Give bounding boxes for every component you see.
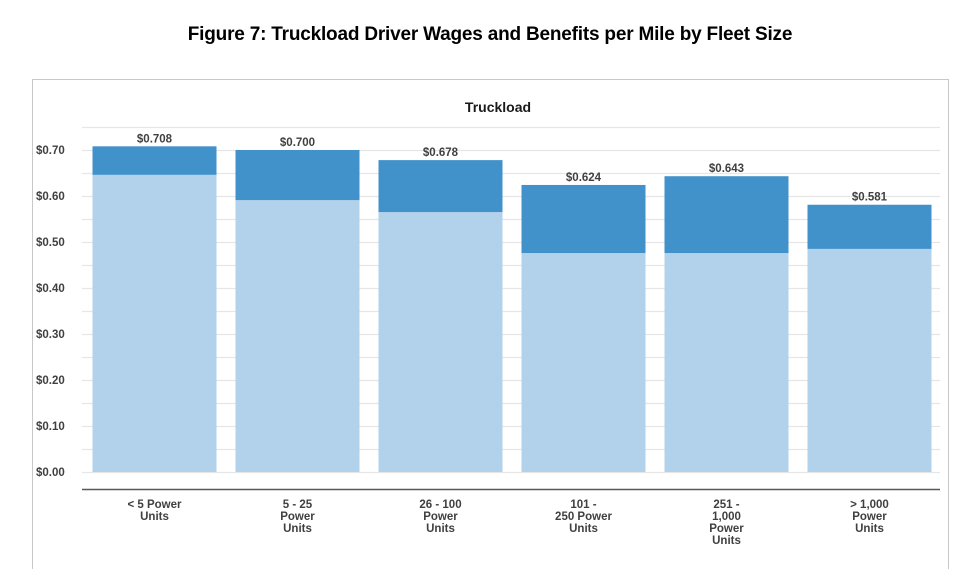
- y-tick-label: $0.60: [36, 191, 65, 203]
- bar-segment-wages: [235, 200, 360, 472]
- y-tick-label: $0.30: [36, 329, 65, 341]
- y-tick-label: $0.40: [36, 283, 65, 295]
- bar-chart: Truckload $0.00 $0.10 $0.20 $0.30 $0.40 $0.50…: [36, 99, 940, 547]
- x-tick-label: Power: [709, 523, 744, 535]
- x-tick-label: 1,000: [712, 511, 741, 523]
- data-label: $0.708: [137, 133, 173, 145]
- bar-segment-wages: [664, 253, 789, 472]
- bar-segment-wages: [378, 212, 503, 472]
- x-tick-label: 250 Power: [555, 511, 612, 523]
- x-tick-label: Power: [852, 511, 887, 523]
- x-tick-label: Units: [712, 535, 741, 547]
- x-tick-label: 5 - 25: [283, 499, 313, 511]
- y-tick-label: $0.20: [36, 375, 65, 387]
- bar-segment-wages: [521, 253, 646, 472]
- data-label: $0.700: [280, 137, 315, 149]
- y-tick-label: $0.50: [36, 237, 65, 249]
- x-tick-label: 26 - 100: [419, 499, 461, 511]
- bar-segment-benefits: [521, 184, 646, 254]
- data-label: $0.581: [852, 192, 888, 204]
- bar-segment-benefits: [92, 146, 217, 175]
- bar-segment-benefits: [235, 150, 360, 201]
- x-tick-label: Units: [283, 523, 312, 535]
- x-tick-label: Units: [140, 511, 169, 523]
- x-tick-label: Power: [423, 511, 458, 523]
- y-tick-label: $0.10: [36, 421, 65, 433]
- chart-frame: [32, 79, 949, 569]
- data-label: $0.643: [709, 163, 744, 175]
- x-tick-label: Power: [280, 511, 315, 523]
- x-tick-label: Units: [569, 523, 598, 535]
- bar-segment-benefits: [807, 204, 932, 249]
- bar-segment-wages: [807, 248, 932, 472]
- bar-segment-benefits: [664, 176, 789, 254]
- x-tick-label: > 1,000: [850, 499, 889, 511]
- x-tick-label: 101 -: [570, 499, 596, 511]
- x-tick-label: < 5 Power: [127, 499, 182, 511]
- figure-title: Figure 7: Truckload Driver Wages and Ben…: [187, 24, 793, 45]
- x-tick-label: 251 -: [713, 499, 739, 511]
- x-tick-label: Units: [426, 523, 455, 535]
- y-axis: $0.00 $0.10 $0.20 $0.30 $0.40 $0.50 $0.60 $0.70: [36, 145, 65, 479]
- data-label: $0.678: [423, 147, 459, 159]
- bar-segment-wages: [92, 174, 217, 472]
- chart-title: Truckload: [465, 99, 531, 115]
- bars: [92, 146, 932, 472]
- data-label: $0.624: [566, 172, 602, 184]
- bar-segment-benefits: [378, 160, 503, 213]
- y-tick-label: $0.70: [36, 145, 65, 157]
- data-labels: $0.708 $0.700 $0.678 $0.624 $0.643 $0.581: [137, 133, 888, 203]
- x-tick-label: Units: [855, 523, 884, 535]
- gridlines: [82, 126, 940, 474]
- y-tick-label: $0.00: [36, 467, 65, 479]
